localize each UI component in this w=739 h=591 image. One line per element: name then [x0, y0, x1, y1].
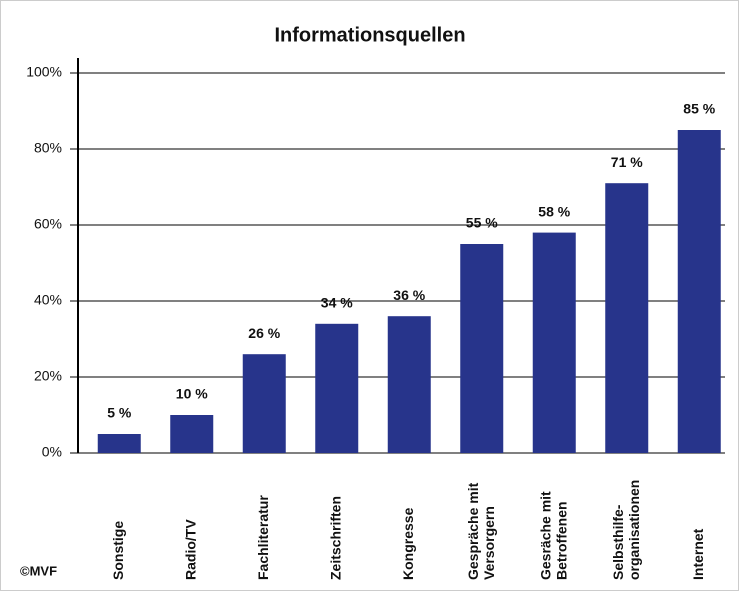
y-tick-label: 60%: [34, 216, 62, 232]
x-tick-label: Zeitschriften: [327, 496, 343, 580]
bar: [170, 415, 214, 453]
x-tick-label-line: Selbsthilfe-: [609, 504, 625, 580]
chart-title: Informationsquellen: [274, 24, 465, 46]
y-tick-label: 40%: [34, 292, 62, 308]
bar: [387, 316, 431, 453]
x-tick-label: Kongresse: [400, 507, 416, 580]
x-tick-label: Selbsthilfe-organisationen: [609, 480, 641, 580]
x-tick-label-line: Betroffenen: [553, 501, 569, 580]
x-tick-label: Fachliteratur: [255, 495, 271, 580]
x-tick-label: Gespräche mitVersorgern: [464, 482, 496, 580]
x-tick-label: Internet: [690, 528, 706, 580]
value-label: 36 %: [393, 287, 425, 303]
x-tick-label-line: Gespräche mit: [464, 482, 480, 580]
bar: [242, 354, 286, 453]
value-label: 34 %: [321, 295, 353, 311]
bar: [97, 434, 141, 453]
bar: [460, 244, 504, 453]
x-tick-label-line: Versorgern: [480, 506, 496, 580]
x-tick-label-line: Gesräche mit: [537, 491, 553, 580]
y-tick-label: 0%: [42, 444, 62, 460]
value-label: 5 %: [107, 405, 132, 421]
x-tick-label: Gesräche mitBetroffenen: [537, 491, 569, 580]
value-label: 26 %: [248, 325, 280, 341]
y-tick-label: 80%: [34, 140, 62, 156]
bar: [677, 130, 721, 453]
y-tick-label: 20%: [34, 368, 62, 384]
value-label: 71 %: [611, 154, 643, 170]
x-tick-label-line: organisationen: [625, 480, 641, 580]
copyright: ©MVF: [20, 563, 57, 578]
value-label: 55 %: [466, 215, 498, 231]
y-tick-label: 100%: [26, 64, 62, 80]
value-label: 10 %: [176, 386, 208, 402]
value-label: 58 %: [538, 203, 570, 219]
bar: [315, 323, 359, 453]
bar: [605, 183, 649, 453]
value-label: 85 %: [683, 101, 715, 117]
x-tick-label: Sonstige: [110, 521, 126, 580]
x-tick-label: Radio/TV: [182, 519, 198, 580]
bar: [532, 232, 576, 453]
